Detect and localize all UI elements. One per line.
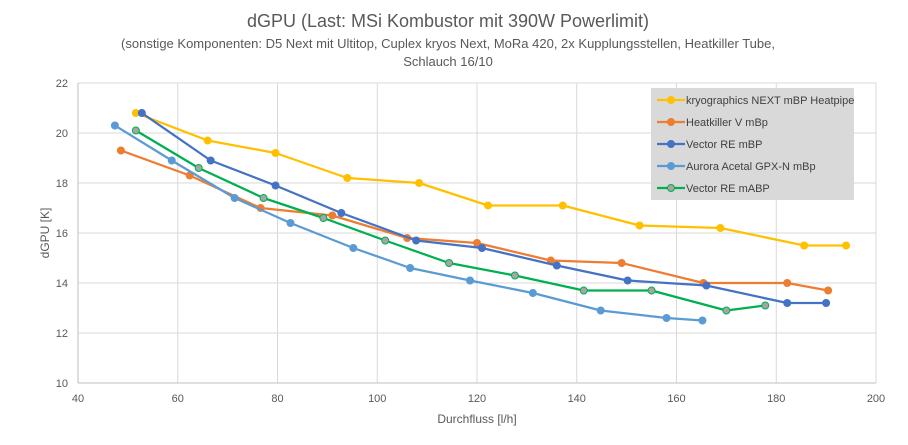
data-point	[558, 201, 567, 210]
x-tick-label: 180	[767, 393, 785, 405]
data-point	[761, 301, 770, 310]
gridlines	[77, 82, 877, 384]
data-point	[415, 179, 424, 187]
chart-subtitle-line-2: Schlauch 16/10	[403, 54, 493, 69]
x-tick-label: 120	[468, 393, 486, 405]
y-tick-label: 12	[56, 328, 68, 340]
data-point	[510, 271, 519, 280]
x-tick-label: 100	[368, 393, 386, 405]
data-point	[552, 261, 561, 270]
data-point	[349, 244, 358, 252]
legend-label: Aurora Acetal GPX-N mBp	[686, 161, 816, 173]
data-point	[647, 286, 656, 295]
legend-item: Heatkiller V mBp	[657, 117, 768, 129]
legend-item: Vector RE mABP	[657, 183, 770, 195]
data-point	[800, 241, 809, 250]
y-tick-label: 22	[56, 78, 68, 90]
legend-marker	[667, 140, 675, 148]
series-4	[131, 126, 770, 315]
x-axis-label: Durchfluss [l/h]	[437, 412, 516, 426]
y-tick-label: 20	[56, 128, 68, 140]
legend-marker	[667, 162, 675, 170]
data-point	[137, 109, 146, 117]
data-point	[596, 306, 605, 315]
data-point	[412, 236, 421, 245]
data-point	[722, 306, 731, 315]
data-point	[822, 299, 831, 307]
data-point	[842, 241, 851, 250]
data-point	[623, 276, 632, 285]
data-point	[230, 194, 239, 202]
data-point	[337, 209, 346, 217]
data-point	[635, 221, 644, 230]
series-3	[110, 121, 707, 325]
data-point	[698, 316, 707, 325]
data-point	[716, 224, 725, 232]
data-point	[406, 264, 415, 272]
data-point	[783, 279, 792, 287]
data-point	[617, 259, 626, 267]
data-point	[203, 136, 212, 145]
series-0	[131, 109, 851, 250]
legend-item: kryographics NEXT mBP Heatpipe	[657, 95, 854, 107]
legend-marker	[667, 184, 675, 192]
y-tick-label: 16	[56, 228, 68, 240]
legend-item: Vector RE mBP	[657, 139, 762, 151]
data-point	[194, 164, 203, 172]
y-tick-label: 18	[56, 178, 68, 190]
legend-label: Heatkiller V mBp	[686, 117, 768, 129]
y-tick-label: 10	[56, 378, 68, 390]
data-point	[381, 236, 390, 245]
data-point	[702, 281, 711, 290]
data-point	[131, 126, 140, 135]
data-point	[271, 149, 280, 157]
data-point	[343, 174, 352, 182]
x-tick-label: 80	[271, 393, 283, 405]
x-tick-label: 140	[568, 393, 586, 405]
x-tick-label: 160	[667, 393, 685, 405]
data-point	[477, 244, 486, 252]
data-point	[445, 259, 454, 267]
data-point	[259, 194, 268, 202]
chart-subtitle-line-1: (sonstige Komponenten: D5 Next mit Ultit…	[121, 36, 775, 51]
axes: 10 12 14 16 18 20 22 40 60 80 100 120 140 160 180 200	[56, 78, 885, 405]
chart-title: dGPU (Last: MSi Kombustor mit 390W Power…	[247, 11, 649, 31]
data-point	[271, 181, 280, 190]
legend: kryographics NEXT mBP Heatpipe Heatkiller…	[651, 88, 854, 200]
series-group	[110, 109, 851, 325]
data-point	[286, 219, 295, 227]
data-point	[662, 314, 671, 322]
x-tick-label: 200	[867, 393, 885, 405]
legend-item: Aurora Acetal GPX-N mBp	[657, 161, 816, 173]
data-point	[824, 286, 833, 295]
data-point	[206, 156, 215, 165]
data-point	[116, 146, 125, 155]
y-axis-label: dGPU [K]	[38, 208, 52, 259]
x-tick-label: 40	[72, 393, 84, 405]
data-point	[167, 156, 176, 165]
legend-label: Vector RE mABP	[686, 183, 770, 195]
data-point	[483, 201, 492, 210]
data-point	[579, 286, 588, 295]
x-tick-label: 60	[172, 393, 184, 405]
y-tick-label: 14	[56, 278, 68, 290]
legend-marker	[667, 118, 675, 126]
data-point	[528, 289, 537, 297]
series-2	[137, 109, 831, 307]
data-point	[783, 299, 792, 307]
legend-marker	[667, 96, 675, 104]
data-point	[466, 276, 475, 285]
data-point	[328, 211, 337, 220]
data-point	[110, 121, 119, 130]
legend-label: kryographics NEXT mBP Heatpipe	[686, 95, 854, 107]
legend-label: Vector RE mBP	[686, 139, 762, 151]
data-point	[319, 214, 328, 222]
